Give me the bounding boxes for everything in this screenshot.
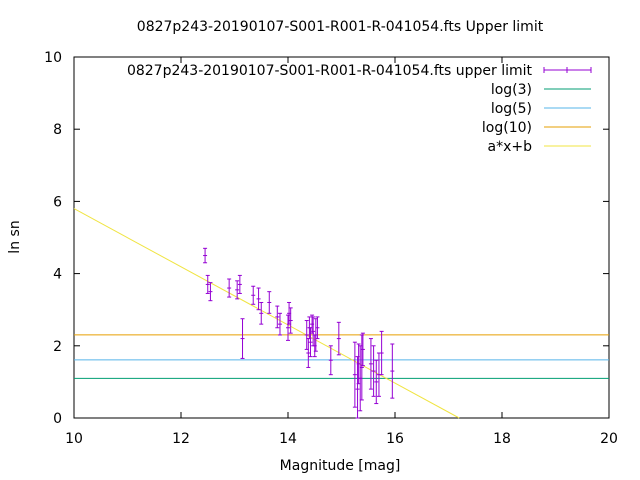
legend-label: log(3) bbox=[491, 82, 532, 98]
x-tick-label: 12 bbox=[172, 431, 190, 447]
data-point bbox=[355, 356, 360, 419]
x-axis: 10 12 14 16 18 20 bbox=[65, 57, 618, 447]
x-tick-label: 18 bbox=[493, 431, 511, 447]
y-tick-label: 0 bbox=[53, 411, 62, 427]
legend-entry: 0827p243-20190107-S001-R001-R-041054.fts… bbox=[127, 63, 592, 79]
data-point bbox=[336, 321, 341, 356]
data-point bbox=[205, 274, 210, 294]
data-points bbox=[203, 247, 395, 419]
y-axis-label: ln sn bbox=[7, 220, 23, 253]
data-point bbox=[227, 278, 232, 298]
data-point bbox=[368, 338, 373, 390]
y-axis: 0 2 4 6 8 10 bbox=[44, 50, 609, 427]
data-point bbox=[328, 345, 333, 376]
x-tick-label: 20 bbox=[600, 431, 618, 447]
data-point bbox=[203, 247, 208, 264]
legend-label: log(10) bbox=[482, 120, 532, 136]
x-tick-label: 10 bbox=[65, 431, 83, 447]
legend-entry: log(5) bbox=[491, 101, 591, 117]
data-point bbox=[256, 287, 261, 311]
y-tick-label: 6 bbox=[53, 194, 62, 210]
data-point bbox=[315, 316, 320, 340]
legend-entry: log(3) bbox=[491, 82, 591, 98]
legend: 0827p243-20190107-S001-R001-R-041054.fts… bbox=[127, 63, 592, 155]
data-point bbox=[390, 343, 395, 399]
data-point bbox=[277, 312, 282, 336]
data-point bbox=[275, 305, 280, 329]
legend-label: log(5) bbox=[491, 101, 532, 117]
x-axis-label: Magnitude [mag] bbox=[280, 458, 401, 474]
data-point bbox=[288, 307, 293, 334]
y-tick-label: 8 bbox=[53, 122, 62, 138]
chart-title: 0827p243-20190107-S001-R001-R-041054.fts… bbox=[137, 19, 544, 35]
series-line bbox=[73, 208, 460, 419]
fit-line bbox=[73, 208, 460, 419]
data-point bbox=[374, 359, 379, 405]
legend-label: a*x+b bbox=[488, 139, 533, 155]
y-tick-label: 10 bbox=[44, 50, 62, 66]
data-point bbox=[379, 330, 384, 376]
data-point bbox=[240, 318, 245, 359]
data-point bbox=[259, 301, 264, 325]
data-point bbox=[251, 285, 256, 305]
legend-entry: log(10) bbox=[482, 120, 591, 136]
data-point bbox=[371, 345, 376, 397]
data-point bbox=[208, 282, 213, 302]
data-point bbox=[267, 291, 272, 314]
data-point bbox=[286, 314, 290, 341]
legend-entry: a*x+b bbox=[488, 139, 591, 155]
data-point bbox=[352, 341, 357, 408]
plot-frame bbox=[73, 56, 610, 419]
data-point bbox=[235, 280, 240, 300]
legend-label: 0827p243-20190107-S001-R001-R-041054.fts… bbox=[127, 63, 533, 79]
data-point bbox=[360, 332, 365, 367]
x-tick-label: 16 bbox=[386, 431, 404, 447]
data-point bbox=[237, 274, 242, 294]
y-tick-label: 2 bbox=[53, 339, 62, 355]
reference-lines bbox=[74, 334, 609, 379]
y-tick-label: 4 bbox=[53, 267, 62, 283]
plot-area bbox=[73, 56, 610, 419]
x-tick-label: 14 bbox=[279, 431, 297, 447]
